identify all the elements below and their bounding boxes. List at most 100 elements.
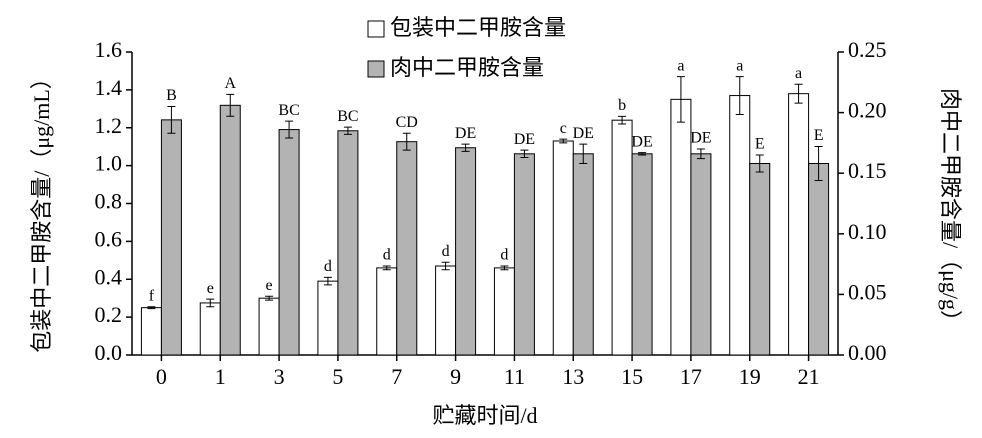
- error-bar: [382, 265, 391, 271]
- error-bar: [323, 276, 332, 286]
- x-tick-label: 0: [156, 364, 167, 389]
- y2-tick-label: 0.25: [848, 37, 887, 62]
- significance-letter: e: [266, 277, 273, 294]
- error-bar: [814, 146, 823, 181]
- significance-letter: BC: [337, 108, 358, 125]
- error-bar: [579, 143, 588, 165]
- error-bar: [735, 76, 744, 115]
- significance-letter: B: [166, 87, 177, 104]
- error-bar: [676, 76, 685, 123]
- error-bar: [638, 152, 647, 156]
- bar: [670, 98, 692, 356]
- significance-letter: d: [324, 258, 332, 275]
- y-tick-label: 0.4: [95, 264, 123, 289]
- bar: [513, 153, 535, 356]
- error-bar: [167, 106, 176, 134]
- legend-label: 包装中二甲胺含量: [390, 15, 566, 40]
- y-tick-label: 0.2: [95, 302, 123, 327]
- y2-tick-label: 0.20: [848, 98, 887, 123]
- significance-letter: d: [442, 243, 450, 260]
- y-tick-label: 0.8: [95, 189, 123, 214]
- bar: [729, 95, 751, 356]
- bar: [493, 267, 515, 356]
- x-tick-label: 21: [798, 364, 820, 389]
- bar: [631, 153, 653, 356]
- bar: [376, 267, 398, 356]
- significance-letter: a: [736, 57, 743, 74]
- error-bar: [343, 126, 352, 135]
- bar: [396, 141, 418, 356]
- error-bar: [500, 265, 509, 271]
- bar: [258, 297, 280, 356]
- error-bar: [285, 120, 294, 139]
- y-tick-label: 1.2: [95, 113, 123, 138]
- bar: [317, 280, 339, 356]
- significance-letter: E: [755, 136, 765, 153]
- bar: [160, 119, 182, 356]
- x-tick-label: 19: [739, 364, 761, 389]
- error-bar: [147, 306, 156, 310]
- significance-letter: E: [814, 127, 824, 144]
- significance-letter: CD: [396, 114, 418, 131]
- bar: [690, 153, 712, 356]
- error-bar: [559, 138, 568, 144]
- error-bar: [206, 298, 215, 308]
- x-tick-label: 13: [562, 364, 584, 389]
- significance-letter: a: [677, 57, 684, 74]
- bar: [611, 119, 633, 356]
- x-tick-label: 7: [391, 364, 402, 389]
- x-tick-label: 17: [680, 364, 702, 389]
- bar: [337, 130, 359, 356]
- bar: [572, 153, 594, 356]
- x-tick-label: 11: [504, 364, 525, 389]
- significance-letter: c: [560, 120, 567, 137]
- bar: [140, 307, 162, 356]
- y-tick-label: 0.0: [95, 340, 123, 365]
- legend-swatch: [367, 60, 385, 78]
- error-bar: [696, 148, 705, 160]
- y2-tick-label: 0.15: [848, 158, 887, 183]
- bar: [749, 163, 771, 356]
- significance-letter: DE: [514, 131, 535, 148]
- error-bar: [755, 154, 764, 173]
- significance-letter: e: [207, 280, 214, 297]
- x-axis-title: 贮藏时间/d: [432, 403, 537, 428]
- y2-tick-label: 0.05: [848, 279, 887, 304]
- bar: [199, 302, 221, 356]
- y-axis-title: 包装中二甲胺含量/（μg/mL）: [29, 67, 54, 353]
- x-tick-label: 3: [274, 364, 285, 389]
- significance-letter: DE: [455, 125, 476, 142]
- y2-axis-title: 肉中二甲胺含量/（μg/g）: [938, 88, 963, 332]
- bar: [219, 104, 241, 356]
- significance-letter: f: [149, 287, 155, 304]
- significance-letter: BC: [278, 102, 299, 119]
- x-tick-label: 15: [621, 364, 643, 389]
- x-tick-label: 1: [215, 364, 226, 389]
- bar: [278, 129, 300, 356]
- error-bar: [461, 143, 470, 152]
- x-tick-label: 5: [332, 364, 343, 389]
- error-bar: [441, 261, 450, 271]
- bar: [455, 147, 477, 356]
- error-bar: [618, 115, 627, 125]
- significance-letter: b: [618, 97, 626, 114]
- y-tick-label: 1.4: [95, 75, 123, 100]
- y2-tick-label: 0.10: [848, 219, 887, 244]
- y2-tick-label: 0.00: [848, 340, 887, 365]
- error-bar: [226, 93, 235, 117]
- y-tick-label: 0.6: [95, 226, 123, 251]
- significance-letter: DE: [690, 130, 711, 147]
- significance-letter: d: [383, 247, 391, 264]
- bar: [808, 163, 830, 356]
- error-bar: [520, 149, 529, 158]
- x-tick-label: 9: [450, 364, 461, 389]
- y-tick-label: 1.0: [95, 151, 123, 176]
- y-tick-label: 1.6: [95, 37, 123, 62]
- bar: [435, 265, 457, 356]
- bar: [788, 93, 810, 356]
- legend-swatch: [367, 20, 385, 38]
- significance-letter: d: [500, 247, 508, 264]
- significance-letter: a: [795, 65, 802, 82]
- error-bar: [402, 132, 411, 151]
